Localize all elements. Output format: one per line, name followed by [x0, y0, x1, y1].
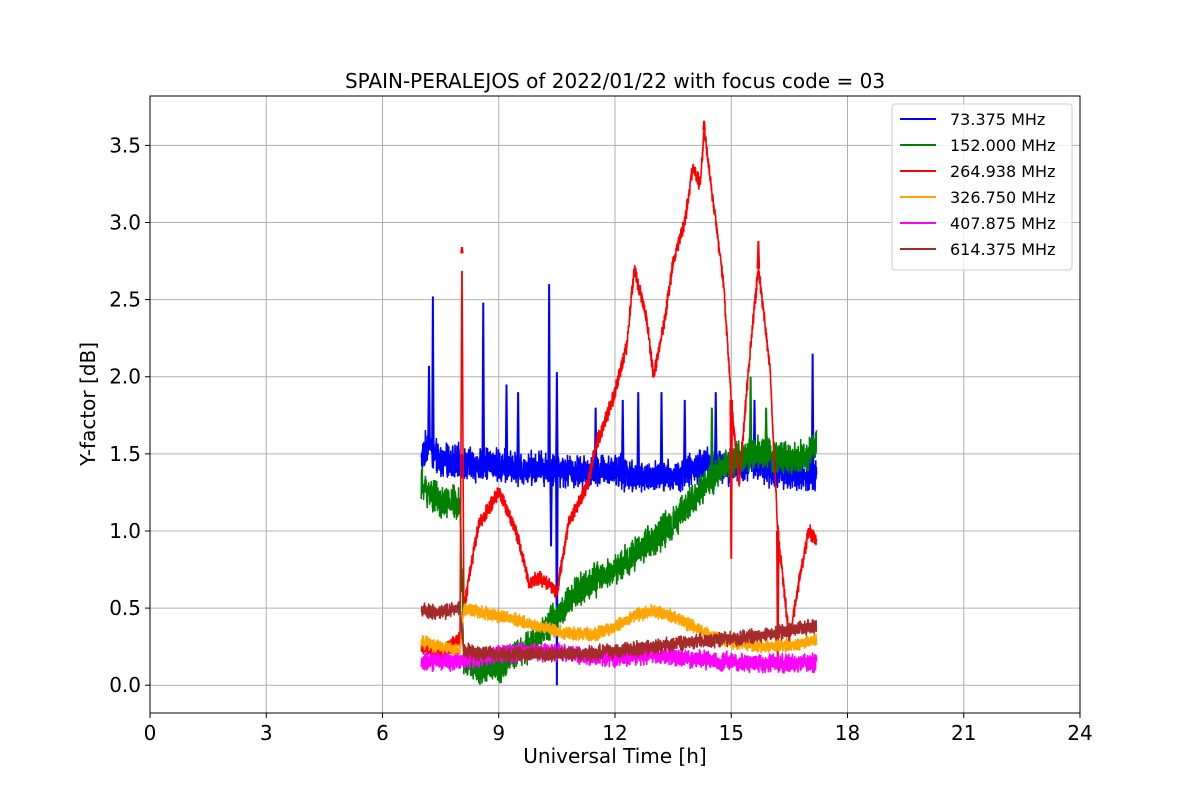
- series-spike-0: [555, 469, 559, 686]
- series-line-5: [420, 601, 818, 664]
- series-spike-0: [516, 392, 520, 470]
- series-spike-0: [555, 372, 559, 470]
- y-tick-label: 1.5: [109, 442, 141, 466]
- series-spike-0: [427, 365, 431, 439]
- series-line-2: [420, 124, 818, 662]
- plot-area: [420, 120, 818, 686]
- series-spike-0: [481, 302, 486, 462]
- x-tick-label: 12: [602, 721, 627, 745]
- legend-label: 73.375 MHz: [950, 110, 1045, 129]
- y-tick-label: 0.5: [109, 596, 141, 620]
- x-tick-label: 24: [1067, 721, 1092, 745]
- x-tick-label: 3: [260, 721, 273, 745]
- series-layer: [420, 120, 818, 686]
- x-tick-label: 21: [951, 721, 976, 745]
- y-axis: 0.0 0.5 1.0 1.5 2.0 2.5 3.0 3.5: [109, 133, 150, 697]
- legend: 73.375 MHz 152.000 MHz 264.938 MHz 326.750 …: [891, 103, 1073, 271]
- legend-box: [891, 103, 1073, 271]
- series-spike-0: [713, 392, 718, 464]
- x-tick-label: 9: [492, 721, 505, 745]
- series-spike-1: [710, 407, 714, 478]
- legend-label: 326.750 MHz: [950, 188, 1055, 207]
- series-spike-0: [682, 399, 687, 473]
- series-spike-0: [547, 284, 551, 470]
- series-spike-2: [729, 399, 734, 559]
- series-line-3: [420, 603, 818, 658]
- y-tick-label: 2.5: [109, 288, 141, 312]
- chart-title: SPAIN-PERALEJOS of 2022/01/22 with focus…: [345, 69, 885, 93]
- series-line-1: [420, 430, 818, 686]
- series-spike-0: [431, 296, 435, 454]
- series-spike-2: [756, 240, 761, 269]
- legend-label: 152.000 MHz: [950, 136, 1055, 155]
- series-spike-1: [748, 376, 753, 454]
- y-tick-label: 3.0: [109, 210, 141, 234]
- x-tick-label: 18: [835, 721, 860, 745]
- series-spike-0: [659, 392, 664, 478]
- x-axis-label: Universal Time [h]: [523, 744, 706, 768]
- series-spike-0: [620, 399, 625, 473]
- x-axis: 0 3 6 9 12 15 18 21 24: [144, 713, 1093, 745]
- legend-label: 264.938 MHz: [950, 162, 1055, 181]
- series-spike-0: [504, 384, 509, 468]
- series-spike-0: [810, 353, 815, 475]
- y-tick-label: 2.0: [109, 365, 141, 389]
- y-tick-label: 1.0: [109, 519, 141, 543]
- legend-label: 407.875 MHz: [950, 214, 1055, 233]
- y-tick-label: 3.5: [109, 133, 141, 157]
- x-tick-label: 6: [376, 721, 389, 745]
- series-spike-0: [549, 469, 553, 547]
- x-tick-label: 15: [719, 721, 744, 745]
- legend-label: 614.375 MHz: [950, 240, 1055, 259]
- series-spike-0: [636, 392, 641, 478]
- series-spike-1: [764, 407, 768, 454]
- y-tick-label: 0.0: [109, 673, 141, 697]
- x-tick-label: 0: [144, 721, 157, 745]
- series-spike-2: [460, 247, 464, 254]
- y-axis-label: Y-factor [dB]: [76, 342, 100, 467]
- series-spike-2: [702, 120, 706, 131]
